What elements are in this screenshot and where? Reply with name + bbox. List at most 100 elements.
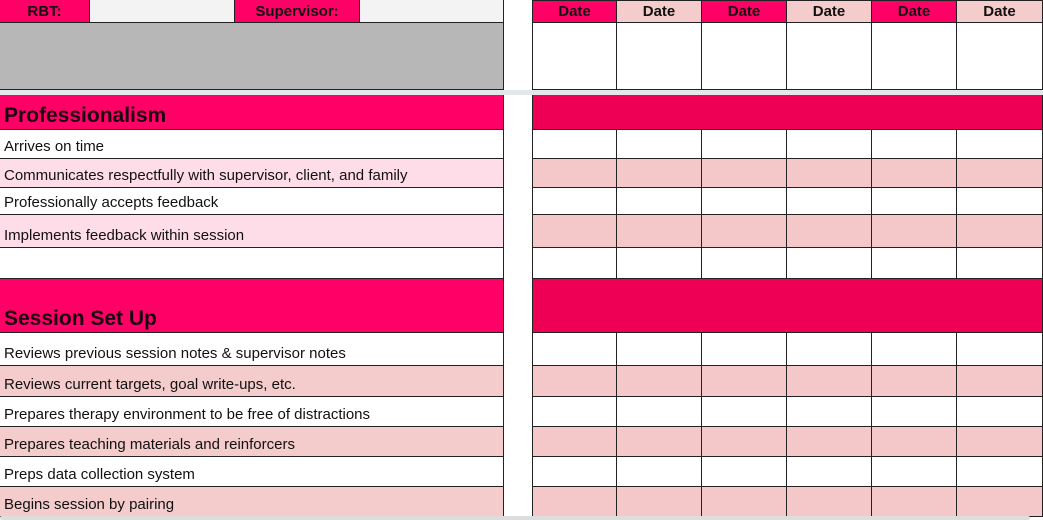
supervisor-input <box>360 0 504 23</box>
rating-cell[interactable] <box>532 130 617 159</box>
rating-cell[interactable] <box>787 487 872 517</box>
rating-cell[interactable] <box>617 457 702 487</box>
scrollbar <box>0 516 1030 520</box>
date-header: Date <box>957 0 1043 23</box>
rating-cell[interactable] <box>872 457 957 487</box>
rating-cell[interactable] <box>872 130 957 159</box>
section-title: Professionalism <box>0 95 504 130</box>
rating-cell[interactable] <box>787 188 872 215</box>
rating-cell[interactable] <box>787 159 872 188</box>
rating-cell <box>532 248 617 279</box>
section-title: Session Set Up <box>0 279 504 333</box>
rating-cell[interactable] <box>872 215 957 248</box>
rating-cell[interactable] <box>617 397 702 427</box>
rating-cell[interactable] <box>957 333 1043 366</box>
rating-cell[interactable] <box>617 366 702 397</box>
row-label: Reviews current targets, goal write-ups,… <box>0 366 504 397</box>
row-label: Reviews previous session notes & supervi… <box>0 333 504 366</box>
rating-cell[interactable] <box>702 333 787 366</box>
row-label: Preps data collection system <box>0 457 504 487</box>
rating-cell[interactable] <box>957 130 1043 159</box>
rating-cell[interactable] <box>872 333 957 366</box>
separator <box>0 90 1043 95</box>
date-cell <box>872 23 957 90</box>
rating-cell[interactable] <box>532 427 617 457</box>
rating-cell[interactable] <box>957 427 1043 457</box>
rating-cell[interactable] <box>532 159 617 188</box>
rating-cell[interactable] <box>787 366 872 397</box>
rating-cell[interactable] <box>702 159 787 188</box>
rating-cell[interactable] <box>872 487 957 517</box>
date-cell <box>787 23 872 90</box>
rating-cell[interactable] <box>532 487 617 517</box>
gray-block <box>0 23 504 90</box>
rating-cell[interactable] <box>617 333 702 366</box>
row-label: Professionally accepts feedback <box>0 188 504 215</box>
rating-cell <box>787 248 872 279</box>
rating-cell <box>702 248 787 279</box>
rating-cell[interactable] <box>702 397 787 427</box>
rating-cell[interactable] <box>617 215 702 248</box>
date-header: Date <box>872 0 957 23</box>
rating-cell[interactable] <box>957 215 1043 248</box>
rating-cell[interactable] <box>702 487 787 517</box>
date-header: Date <box>787 0 872 23</box>
rating-cell[interactable] <box>872 366 957 397</box>
rating-cell[interactable] <box>872 188 957 215</box>
rbt-input <box>90 0 235 23</box>
rating-cell[interactable] <box>702 215 787 248</box>
row-label: Prepares therapy environment to be free … <box>0 397 504 427</box>
section-band <box>532 279 1043 333</box>
date-header: Date <box>532 0 617 23</box>
rating-cell[interactable] <box>532 366 617 397</box>
row-label: Implements feedback within session <box>0 215 504 248</box>
date-cell <box>617 23 702 90</box>
row-label: Arrives on time <box>0 130 504 159</box>
rating-cell[interactable] <box>957 487 1043 517</box>
rating-cell <box>957 248 1043 279</box>
supervisor-label: Supervisor: <box>235 0 360 23</box>
rating-cell[interactable] <box>872 397 957 427</box>
blank-row <box>0 248 504 279</box>
rating-cell[interactable] <box>617 159 702 188</box>
date-cell <box>532 23 617 90</box>
rating-cell[interactable] <box>532 457 617 487</box>
rating-cell <box>872 248 957 279</box>
rating-cell[interactable] <box>532 188 617 215</box>
rating-cell[interactable] <box>957 457 1043 487</box>
rating-cell[interactable] <box>957 159 1043 188</box>
rating-cell[interactable] <box>617 487 702 517</box>
date-header: Date <box>702 0 787 23</box>
rating-cell[interactable] <box>617 427 702 457</box>
rating-cell[interactable] <box>787 215 872 248</box>
rating-cell[interactable] <box>532 333 617 366</box>
rating-cell[interactable] <box>957 397 1043 427</box>
rating-cell[interactable] <box>702 130 787 159</box>
rating-cell[interactable] <box>702 188 787 215</box>
section-band <box>532 95 1043 130</box>
rbt-label: RBT: <box>0 0 90 23</box>
row-label: Begins session by pairing <box>0 487 504 517</box>
rating-cell[interactable] <box>702 457 787 487</box>
rating-cell[interactable] <box>787 333 872 366</box>
rating-cell[interactable] <box>787 427 872 457</box>
rating-cell[interactable] <box>617 188 702 215</box>
row-label: Prepares teaching materials and reinforc… <box>0 427 504 457</box>
rating-cell[interactable] <box>617 130 702 159</box>
row-label: Communicates respectfully with superviso… <box>0 159 504 188</box>
rating-cell[interactable] <box>872 159 957 188</box>
rating-cell[interactable] <box>957 188 1043 215</box>
rating-cell[interactable] <box>872 427 957 457</box>
rating-cell[interactable] <box>787 130 872 159</box>
rating-cell[interactable] <box>787 397 872 427</box>
rating-cell[interactable] <box>787 457 872 487</box>
date-cell <box>702 23 787 90</box>
rating-cell[interactable] <box>532 397 617 427</box>
rating-cell[interactable] <box>702 427 787 457</box>
rating-cell[interactable] <box>957 366 1043 397</box>
date-cell <box>957 23 1043 90</box>
rating-cell[interactable] <box>532 215 617 248</box>
date-header: Date <box>617 0 702 23</box>
rating-cell[interactable] <box>702 366 787 397</box>
